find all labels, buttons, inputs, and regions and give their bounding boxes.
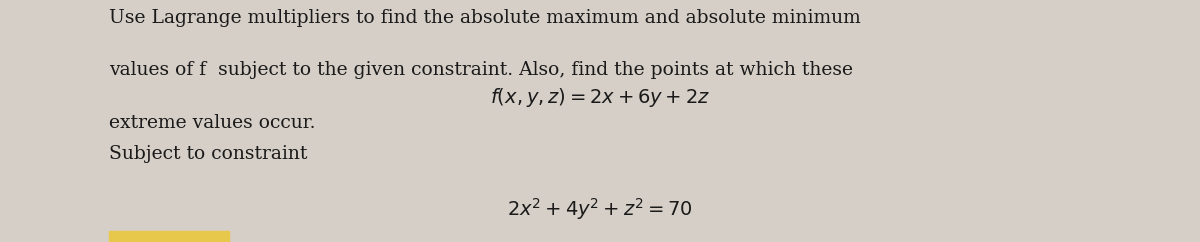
Text: $f(x, y, z) = 2x + 6y + 2z$: $f(x, y, z) = 2x + 6y + 2z$ [490, 86, 710, 109]
Text: $2x^2 + 4y^2 + z^2 = 70$: $2x^2 + 4y^2 + z^2 = 70$ [508, 197, 692, 222]
Text: values of f  subject to the given constraint. Also, find the points at which the: values of f subject to the given constra… [109, 61, 853, 79]
FancyBboxPatch shape [109, 231, 229, 241]
Text: Subject to constraint: Subject to constraint [109, 145, 307, 164]
Text: Use Lagrange multipliers to find the absolute maximum and absolute minimum: Use Lagrange multipliers to find the abs… [109, 8, 860, 27]
Text: extreme values occur.: extreme values occur. [109, 114, 316, 132]
